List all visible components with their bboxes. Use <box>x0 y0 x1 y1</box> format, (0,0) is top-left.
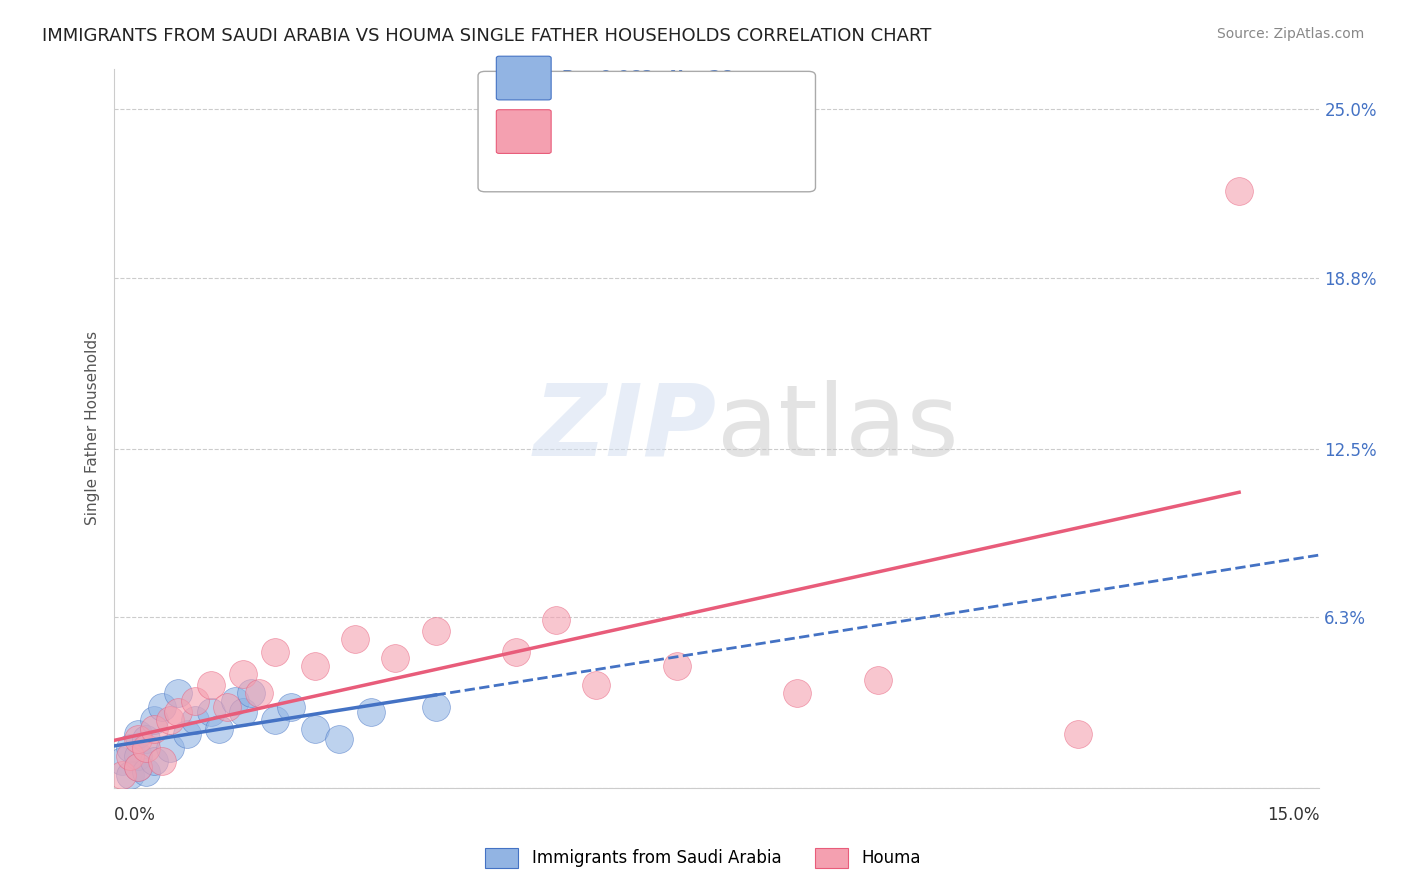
Point <box>152 754 174 768</box>
Point <box>224 694 246 708</box>
Point <box>159 740 181 755</box>
Text: 0.0%: 0.0% <box>114 806 156 824</box>
Point <box>127 727 149 741</box>
Point <box>264 714 287 728</box>
Point <box>200 705 222 719</box>
Point <box>505 646 527 660</box>
Legend: Immigrants from Saudi Arabia, Houma: Immigrants from Saudi Arabia, Houma <box>478 841 928 875</box>
Point <box>120 740 142 755</box>
Point <box>264 646 287 660</box>
Point <box>111 754 134 768</box>
Point <box>1067 727 1090 741</box>
Text: IMMIGRANTS FROM SAUDI ARABIA VS HOUMA SINGLE FATHER HOUSEHOLDS CORRELATION CHART: IMMIGRANTS FROM SAUDI ARABIA VS HOUMA SI… <box>42 27 932 45</box>
Point <box>143 714 166 728</box>
Point <box>183 714 205 728</box>
Point <box>786 686 808 700</box>
Point <box>111 768 134 782</box>
Point <box>280 699 302 714</box>
Text: ZIP: ZIP <box>534 380 717 477</box>
Text: R = 0.068   N = 26: R = 0.068 N = 26 <box>562 70 733 87</box>
Point <box>159 714 181 728</box>
Point <box>135 732 157 747</box>
Point <box>200 678 222 692</box>
Point <box>360 705 382 719</box>
Point <box>239 686 262 700</box>
Text: Source: ZipAtlas.com: Source: ZipAtlas.com <box>1216 27 1364 41</box>
Text: atlas: atlas <box>717 380 959 477</box>
Point <box>344 632 367 646</box>
Point <box>585 678 607 692</box>
Point <box>143 722 166 736</box>
Point <box>120 748 142 763</box>
Point <box>1227 184 1250 198</box>
Point <box>135 740 157 755</box>
Point <box>127 759 149 773</box>
Point <box>208 722 231 736</box>
Point <box>127 732 149 747</box>
Point <box>143 754 166 768</box>
Point <box>232 667 254 681</box>
Point <box>120 768 142 782</box>
Text: R = 0.322   N = 27: R = 0.322 N = 27 <box>562 123 733 141</box>
Point <box>135 764 157 779</box>
Point <box>215 699 238 714</box>
Point <box>384 651 406 665</box>
Point <box>425 624 447 638</box>
Text: 15.0%: 15.0% <box>1267 806 1319 824</box>
Point <box>665 659 688 673</box>
Point <box>127 748 149 763</box>
Point <box>425 699 447 714</box>
Y-axis label: Single Father Households: Single Father Households <box>86 331 100 525</box>
Point <box>328 732 350 747</box>
Point <box>232 705 254 719</box>
Point <box>546 613 568 627</box>
Point <box>167 686 190 700</box>
Point <box>152 699 174 714</box>
Point <box>176 727 198 741</box>
Point <box>167 705 190 719</box>
Point <box>866 673 889 687</box>
Point <box>127 759 149 773</box>
Point <box>304 722 326 736</box>
Point <box>304 659 326 673</box>
Point <box>247 686 270 700</box>
Point <box>183 694 205 708</box>
